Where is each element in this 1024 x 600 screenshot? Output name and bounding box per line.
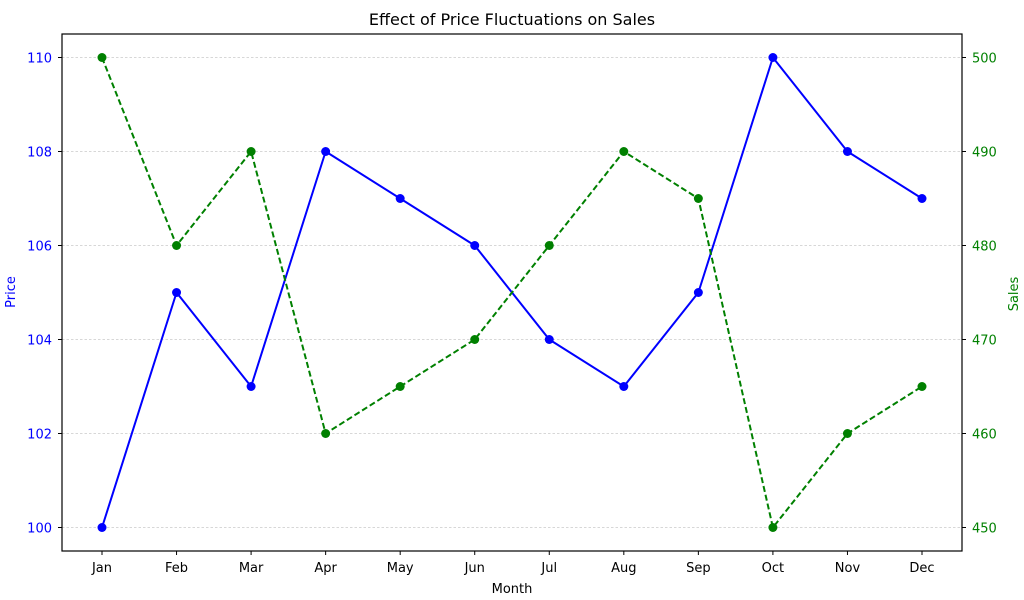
- x-tick-label: Aug: [611, 561, 636, 576]
- x-tick-label: Mar: [239, 561, 264, 576]
- series-line: [101, 57, 923, 529]
- data-point: [768, 53, 778, 62]
- data-point: [321, 429, 331, 438]
- x-tick-label: Jun: [464, 561, 485, 576]
- x-tick-label: Nov: [835, 561, 861, 576]
- y-left-tick-label: 110: [27, 52, 52, 67]
- y-right-tick-label: 470: [972, 334, 997, 349]
- data-point: [842, 147, 852, 156]
- data-point: [172, 241, 182, 250]
- y-right-tick-label: 480: [972, 240, 997, 255]
- x-tick-label: Feb: [165, 561, 188, 576]
- data-point: [246, 382, 256, 391]
- data-point: [97, 53, 107, 62]
- data-point: [321, 147, 331, 156]
- x-axis: Jan Feb Mar Apr May Jun Jul Aug Sep Oct Nov Dec: [91, 551, 935, 576]
- y-right-tick-label: 500: [972, 52, 997, 67]
- chart-title: Effect of Price Fluctuations on Sales: [369, 10, 655, 29]
- y-left-tick-label: 100: [27, 522, 52, 537]
- y-left-tick-label: 104: [27, 334, 52, 349]
- x-tick-label: Jan: [91, 561, 112, 576]
- y-right-tick-label: 450: [972, 522, 997, 537]
- data-point: [395, 194, 405, 203]
- y-left-tick-label: 102: [27, 428, 52, 443]
- data-point: [693, 194, 703, 203]
- data-point: [842, 429, 852, 438]
- y-left-tick-label: 108: [27, 146, 52, 161]
- gridlines: [62, 57, 962, 528]
- y-right-tick-label: 490: [972, 146, 997, 161]
- data-point: [619, 382, 629, 391]
- data-point: [246, 147, 256, 156]
- y-axis-right: 450 460 470 480 490 500: [962, 52, 997, 537]
- data-point: [693, 288, 703, 297]
- data-point: [768, 523, 778, 532]
- x-tick-label: Oct: [762, 561, 784, 576]
- data-point: [619, 147, 629, 156]
- x-tick-label: Dec: [909, 561, 934, 576]
- data-point: [544, 241, 554, 250]
- y-right-tick-label: 460: [972, 428, 997, 443]
- data-point: [544, 335, 554, 344]
- series-layer: [97, 53, 927, 532]
- series-right: [97, 53, 927, 532]
- data-point: [97, 523, 107, 532]
- x-axis-title: Month: [492, 582, 533, 597]
- data-point: [470, 241, 480, 250]
- y-left-tick-label: 106: [27, 240, 52, 255]
- data-point: [917, 194, 927, 203]
- x-tick-label: Jul: [540, 561, 557, 576]
- y-axis-right-title: Sales: [1007, 276, 1022, 311]
- x-tick-label: May: [387, 561, 414, 576]
- data-point: [470, 335, 480, 344]
- y-axis-left: 100 102 104 106 108 110: [27, 52, 62, 537]
- data-point: [395, 382, 405, 391]
- x-tick-label: Apr: [314, 561, 337, 576]
- x-tick-label: Sep: [686, 561, 711, 576]
- data-point: [917, 382, 927, 391]
- plot-frame: [61, 33, 963, 552]
- data-point: [172, 288, 182, 297]
- y-axis-left-title: Price: [4, 276, 19, 308]
